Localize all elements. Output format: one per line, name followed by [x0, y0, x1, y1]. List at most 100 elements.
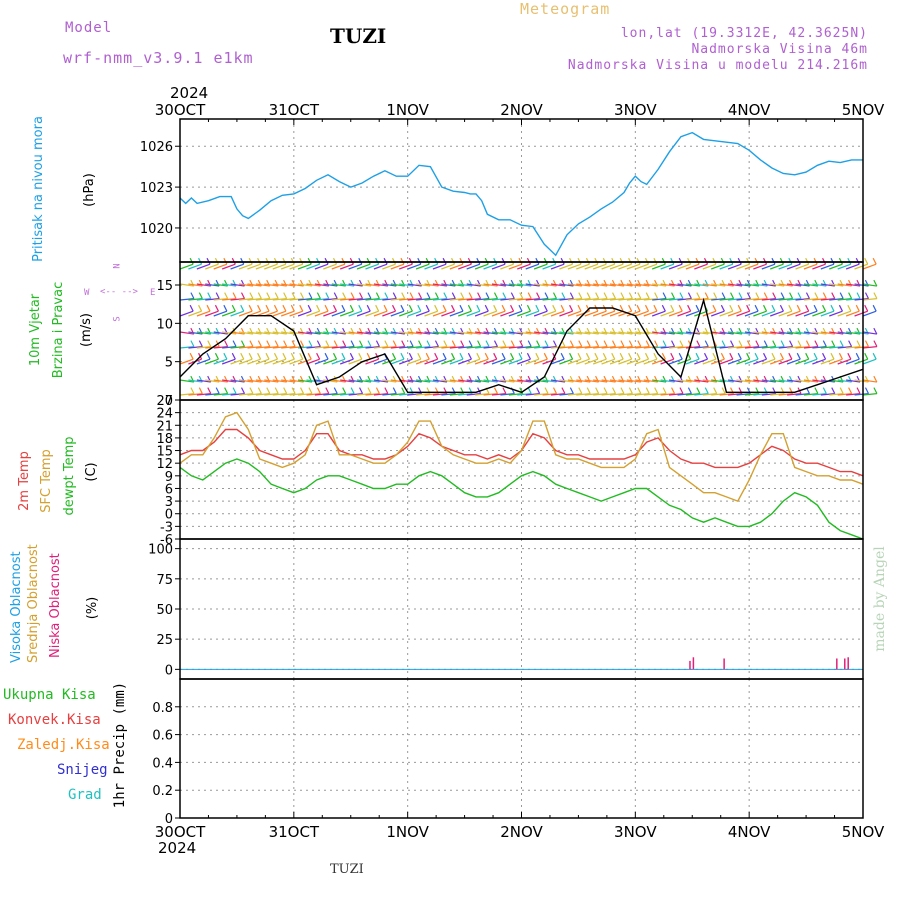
wind-barb: [854, 393, 869, 396]
wind-barb: [441, 346, 456, 349]
wind-barb: [432, 331, 447, 335]
wind-barb: [618, 310, 632, 317]
wind-barb: [316, 292, 321, 299]
wind-barb: [636, 352, 641, 360]
wind-barb: [476, 304, 481, 312]
wind-barb: [179, 283, 194, 287]
wind-barb: [280, 263, 295, 270]
wind-barb: [188, 283, 203, 287]
wind-barb: [720, 352, 725, 360]
wind-barb: [687, 387, 692, 394]
wind-barb: [281, 283, 296, 287]
wind-barb: [862, 263, 877, 270]
wind-barb: [542, 283, 557, 287]
wind-barb: [222, 298, 237, 301]
wind-barb: [222, 379, 237, 383]
wind-barb: [238, 379, 253, 383]
wind-barb: [441, 379, 456, 383]
wind-speed-line: [179, 297, 864, 394]
wind-barb: [578, 387, 583, 394]
wind-barb: [434, 352, 439, 360]
wind-barb: [375, 387, 380, 394]
wind-barb: [407, 298, 422, 301]
wind-barb: [348, 263, 362, 270]
wind-barb: [443, 340, 448, 347]
wind-barb: [297, 393, 313, 396]
wind-barb: [636, 304, 641, 312]
wind-barb: [813, 304, 818, 312]
wind-barb: [316, 340, 321, 347]
wind-barb: [417, 257, 422, 265]
wind-barb: [719, 379, 734, 383]
wind-barb: [357, 393, 372, 396]
precip-conv-label: Konvek.Kisa: [8, 712, 101, 728]
wind-barb: [323, 379, 338, 383]
wind-barb: [585, 257, 590, 265]
wind-barb: [576, 298, 591, 301]
wind-barb: [384, 387, 389, 394]
wind-barb: [264, 331, 279, 335]
wind-barb: [348, 310, 362, 317]
wind-barb: [644, 304, 650, 312]
wind-barb: [190, 340, 195, 347]
wind-barb: [224, 340, 229, 347]
wind-barb: [729, 257, 734, 265]
wind-barb: [248, 304, 253, 312]
wind-barb: [349, 352, 354, 360]
wind-barb: [696, 387, 701, 394]
y-tick-label: 12: [156, 457, 173, 472]
wind-barb: [213, 310, 228, 317]
wind-barb: [365, 263, 379, 270]
wind-barb: [685, 346, 700, 349]
wind-barb: [196, 283, 211, 287]
wind-barb: [484, 304, 489, 312]
wind-barb: [458, 263, 472, 270]
y-tick-label: 5: [165, 356, 173, 371]
temp-sfc-line: [179, 411, 864, 502]
wind-barb: [283, 340, 288, 347]
wind-barb: [392, 387, 397, 394]
y-tick-label: 75: [156, 573, 173, 588]
wind-barb: [365, 310, 379, 317]
wind-barb: [595, 292, 600, 299]
date-label-top: 31OCT: [269, 101, 320, 119]
wind-barb: [652, 393, 667, 396]
y-tick-label: 0: [165, 663, 173, 678]
wind-barb: [323, 346, 338, 349]
wind-barb: [247, 283, 262, 287]
y-tick-label: 27: [156, 394, 173, 409]
wind-barb: [189, 304, 194, 312]
wind-barb: [738, 292, 743, 299]
wind-barb: [533, 310, 548, 317]
wind-barb: [736, 346, 751, 349]
wind-barb: [559, 379, 574, 383]
wind-barb: [611, 387, 617, 394]
wind-barb: [341, 257, 346, 265]
wind-barb: [205, 393, 220, 396]
wind-barb: [552, 387, 558, 394]
wind-barb: [559, 393, 574, 396]
wind-barb: [729, 304, 734, 312]
wind-barb: [628, 340, 633, 347]
wind-barb: [299, 257, 304, 265]
wind-barb: [491, 331, 506, 335]
wind-barb: [677, 310, 691, 317]
wind-barb: [477, 292, 482, 299]
wind-barb: [643, 310, 658, 317]
wind-barb: [795, 298, 810, 301]
wind-barb: [342, 292, 347, 299]
wind-barb: [213, 358, 228, 365]
wind-barb: [466, 379, 481, 383]
wind-barb: [265, 304, 270, 312]
date-label-top: 5NOV: [842, 101, 885, 119]
wind-barb: [359, 340, 364, 347]
wind-barb: [500, 310, 514, 317]
wind-barb: [325, 387, 330, 394]
wind-barb: [415, 263, 430, 270]
wind-barb: [668, 358, 683, 365]
wind-barb: [500, 393, 515, 396]
wind-barb: [668, 331, 683, 335]
wind-barb: [451, 292, 456, 299]
wind-barb: [550, 298, 566, 301]
wind-barb: [458, 310, 472, 317]
